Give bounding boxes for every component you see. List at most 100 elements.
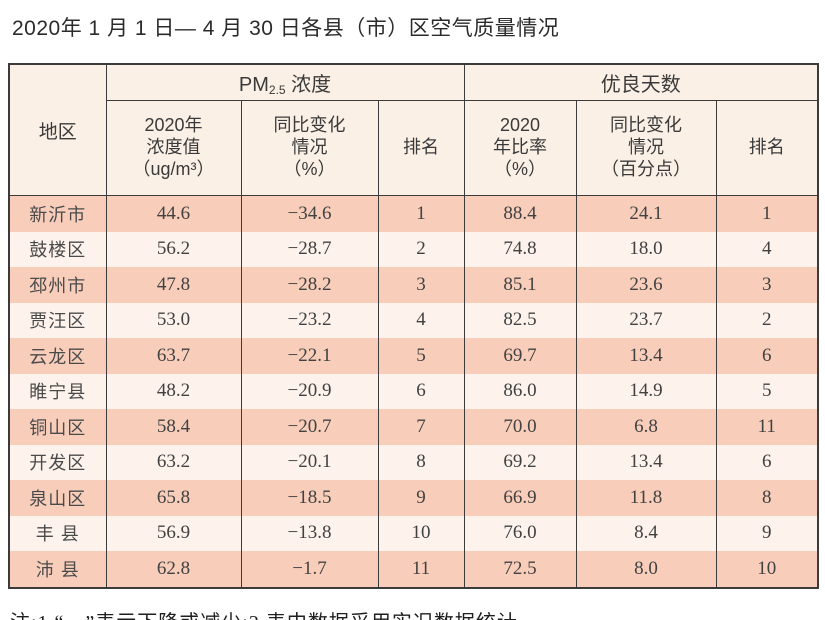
gd-rank-cell: 6 — [715, 444, 819, 480]
gd-ratio-cell: 76.0 — [463, 515, 577, 551]
header-pm-value: 2020年 浓度值 （ug/m³） — [105, 100, 242, 196]
pm-rank-cell: 8 — [377, 444, 465, 480]
pm-rank-cell: 1 — [377, 195, 465, 232]
sub-header-row: 2020年 浓度值 （ug/m³） 同比变化 情况 （%） 排名 2020 年比… — [9, 100, 819, 196]
gd-ratio-cell: 74.8 — [463, 231, 577, 267]
gd-change-cell: 11.8 — [575, 480, 717, 516]
gd-ratio-cell: 70.0 — [463, 409, 577, 445]
table-row: 贾汪区 53.0 −23.2 4 82.5 23.7 2 — [8, 302, 819, 338]
header-gd-ratio: 2020 年比率 （%） — [463, 100, 577, 196]
pm-change-cell: −28.2 — [240, 267, 379, 303]
pm-value-cell: 48.2 — [105, 373, 242, 409]
region-cell: 新沂市 — [8, 195, 107, 232]
table-row: 邳州市 47.8 −28.2 3 85.1 23.6 3 — [8, 267, 819, 303]
gd-ratio-cell: 82.5 — [463, 302, 577, 338]
table-row: 丰 县 56.9 −13.8 10 76.0 8.4 9 — [8, 515, 819, 551]
region-cell: 鼓楼区 — [8, 231, 107, 267]
gd-rank-cell: 2 — [715, 302, 819, 338]
pm25-label-subscript: 2.5 — [268, 83, 286, 97]
region-cell: 泉山区 — [8, 480, 107, 516]
region-cell: 铜山区 — [8, 409, 107, 445]
pm-value-cell: 65.8 — [105, 480, 242, 516]
gd-rank-cell: 10 — [715, 551, 819, 588]
header-gd-rank: 排名 — [715, 100, 819, 196]
pm-rank-cell: 2 — [377, 231, 465, 267]
pm-change-cell: −1.7 — [240, 551, 379, 588]
pm-rank-cell: 7 — [377, 409, 465, 445]
gd-ratio-cell: 69.2 — [463, 444, 577, 480]
pm-rank-cell: 11 — [377, 551, 465, 588]
pm25-label-prefix: PM — [238, 74, 269, 96]
header-gd-change: 同比变化 情况 （百分点） — [575, 100, 717, 196]
pm-value-cell: 44.6 — [105, 195, 242, 232]
gd-ratio-cell: 69.7 — [463, 338, 577, 374]
pm-value-cell: 47.8 — [105, 267, 242, 303]
pm-rank-cell: 3 — [377, 267, 465, 303]
gd-ratio-cell: 88.4 — [463, 195, 577, 232]
gd-change-cell: 23.6 — [575, 267, 717, 303]
pm-change-cell: −20.9 — [240, 373, 379, 409]
header-pm-change: 同比变化 情况 （%） — [240, 100, 379, 196]
pm-rank-cell: 4 — [377, 302, 465, 338]
region-cell: 丰 县 — [8, 515, 107, 551]
pm-change-cell: −28.7 — [240, 231, 379, 267]
gd-change-cell: 18.0 — [575, 231, 717, 267]
header-good-days-group: 优良天数 — [463, 63, 819, 101]
table-header: 地区 PM2.5 浓度 优良天数 2020年 浓度值 （ug/m³） 同比变化 … — [8, 63, 819, 196]
pm-value-cell: 56.9 — [105, 515, 242, 551]
table-row: 开发区 63.2 −20.1 8 69.2 13.4 6 — [8, 444, 819, 480]
gd-change-cell: 6.8 — [575, 409, 717, 445]
table-row: 铜山区 58.4 −20.7 7 70.0 6.8 11 — [8, 409, 819, 445]
pm-change-cell: −22.1 — [240, 338, 379, 374]
pm-change-cell: −13.8 — [240, 515, 379, 551]
region-cell: 睢宁县 — [8, 373, 107, 409]
region-cell: 云龙区 — [8, 338, 107, 374]
gd-rank-cell: 4 — [715, 231, 819, 267]
gd-rank-cell: 6 — [715, 338, 819, 374]
table-body: 新沂市 44.6 −34.6 1 88.4 24.1 1 鼓楼区 56.2 −28.7 2 74.8 1… — [8, 195, 819, 588]
pm-rank-cell: 5 — [377, 338, 465, 374]
table-row: 睢宁县 48.2 −20.9 6 86.0 14.9 5 — [8, 373, 819, 409]
gd-change-cell: 8.4 — [575, 515, 717, 551]
header-pm25-group: PM2.5 浓度 — [105, 63, 465, 101]
gd-ratio-cell: 85.1 — [463, 267, 577, 303]
pm-change-cell: −18.5 — [240, 480, 379, 516]
gd-rank-cell: 11 — [715, 409, 819, 445]
gd-ratio-cell: 72.5 — [463, 551, 577, 588]
pm-change-cell: −20.1 — [240, 444, 379, 480]
gd-ratio-cell: 66.9 — [463, 480, 577, 516]
gd-rank-cell: 5 — [715, 373, 819, 409]
pm25-label-suffix: 浓度 — [285, 74, 332, 96]
pm-change-cell: −34.6 — [240, 195, 379, 232]
footnote: 注:1.“—”表示下降或减少;2.表中数据采用实况数据统计。 — [10, 606, 817, 620]
pm-value-cell: 63.2 — [105, 444, 242, 480]
gd-change-cell: 8.0 — [575, 551, 717, 588]
pm-change-cell: −20.7 — [240, 409, 379, 445]
group-header-row: 地区 PM2.5 浓度 优良天数 — [8, 63, 819, 196]
pm-rank-cell: 6 — [377, 373, 465, 409]
table-row: 新沂市 44.6 −34.6 1 88.4 24.1 1 — [8, 195, 819, 232]
gd-change-cell: 13.4 — [575, 338, 717, 374]
pm-value-cell: 63.7 — [105, 338, 242, 374]
region-cell: 邳州市 — [8, 267, 107, 303]
header-pm-rank: 排名 — [377, 100, 465, 196]
pm-rank-cell: 10 — [377, 515, 465, 551]
gd-ratio-cell: 86.0 — [463, 373, 577, 409]
gd-change-cell: 14.9 — [575, 373, 717, 409]
pm-value-cell: 62.8 — [105, 551, 242, 588]
region-cell: 沛 县 — [8, 551, 107, 588]
header-region: 地区 — [8, 63, 107, 196]
gd-change-cell: 24.1 — [575, 195, 717, 232]
table-row: 泉山区 65.8 −18.5 9 66.9 11.8 8 — [8, 480, 819, 516]
gd-rank-cell: 1 — [715, 195, 819, 232]
gd-rank-cell: 9 — [715, 515, 819, 551]
region-cell: 贾汪区 — [8, 302, 107, 338]
air-quality-table: 地区 PM2.5 浓度 优良天数 2020年 浓度值 （ug/m³） 同比变化 … — [8, 63, 820, 589]
gd-rank-cell: 3 — [715, 267, 819, 303]
pm-rank-cell: 9 — [377, 480, 465, 516]
pm-change-cell: −23.2 — [240, 302, 379, 338]
gd-change-cell: 23.7 — [575, 302, 717, 338]
page-title: 2020年 1 月 1 日— 4 月 30 日各县（市）区空气质量情况 — [12, 17, 560, 40]
gd-change-cell: 13.4 — [575, 444, 717, 480]
